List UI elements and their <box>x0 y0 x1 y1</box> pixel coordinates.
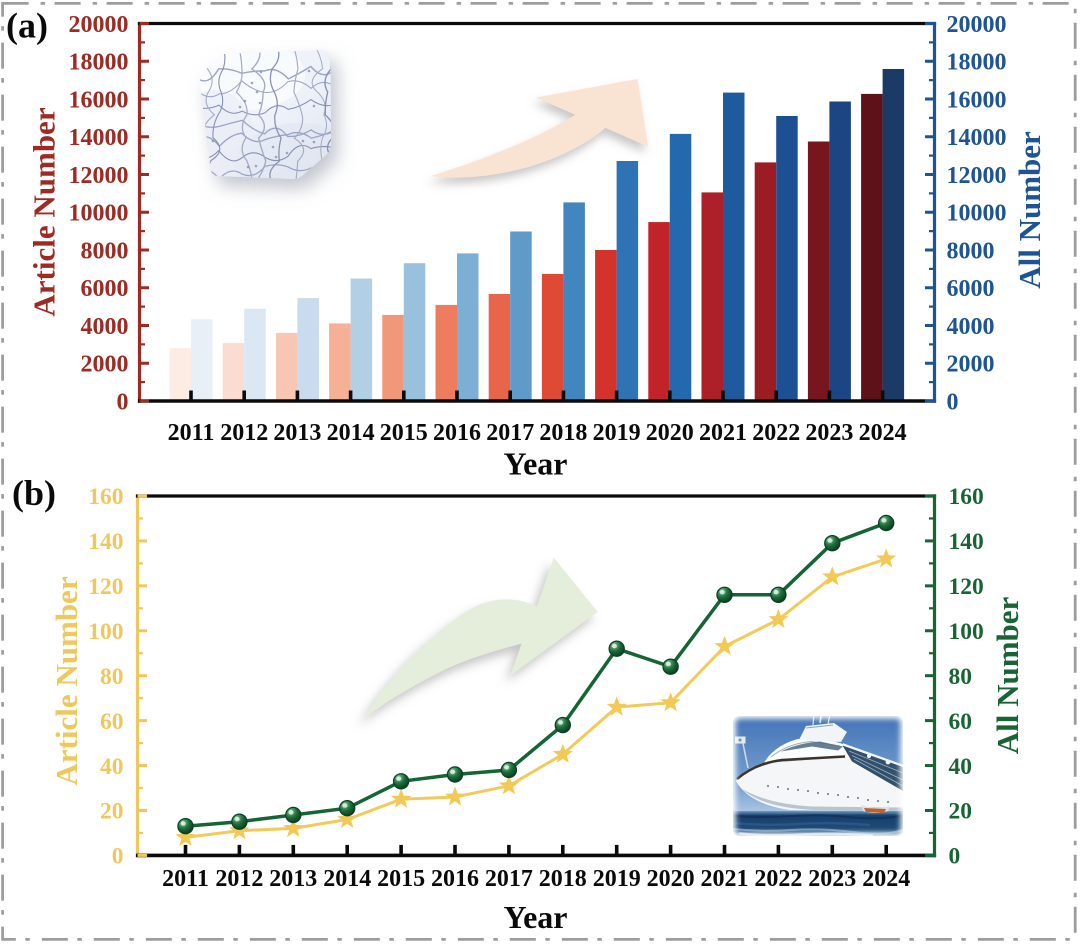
svg-text:12000: 12000 <box>947 163 1007 189</box>
svg-text:2017: 2017 <box>485 866 533 892</box>
svg-text:2020: 2020 <box>647 866 695 892</box>
svg-text:0: 0 <box>949 844 961 870</box>
svg-text:0: 0 <box>117 389 129 415</box>
svg-text:2022: 2022 <box>754 866 802 892</box>
svg-text:0: 0 <box>112 844 124 870</box>
svg-text:120: 120 <box>88 574 123 600</box>
svg-text:2019: 2019 <box>593 420 641 446</box>
svg-text:160: 160 <box>88 484 123 510</box>
svg-text:2018: 2018 <box>539 866 587 892</box>
svg-text:140: 140 <box>949 529 984 555</box>
svg-text:Year: Year <box>504 446 568 482</box>
svg-text:2000: 2000 <box>947 352 995 378</box>
svg-text:All Number: All Number <box>1012 131 1047 289</box>
svg-text:2020: 2020 <box>646 420 694 446</box>
svg-text:20000: 20000 <box>69 12 129 38</box>
svg-text:18000: 18000 <box>947 50 1007 76</box>
svg-text:2015: 2015 <box>377 866 425 892</box>
svg-text:2011: 2011 <box>168 420 215 446</box>
svg-text:14000: 14000 <box>69 125 129 151</box>
svg-text:2021: 2021 <box>701 866 749 892</box>
svg-text:2023: 2023 <box>808 866 856 892</box>
svg-text:2019: 2019 <box>593 866 641 892</box>
svg-text:8000: 8000 <box>947 238 995 264</box>
svg-text:12000: 12000 <box>69 163 129 189</box>
svg-text:2014: 2014 <box>327 420 375 446</box>
svg-text:All Number: All Number <box>990 596 1025 754</box>
svg-text:20000: 20000 <box>947 12 1007 38</box>
svg-text:0: 0 <box>947 389 959 415</box>
svg-text:2015: 2015 <box>380 420 428 446</box>
svg-text:2017: 2017 <box>486 420 534 446</box>
svg-text:2013: 2013 <box>273 420 321 446</box>
svg-text:40: 40 <box>949 754 973 780</box>
svg-text:Year: Year <box>504 899 568 935</box>
svg-text:14000: 14000 <box>947 125 1007 151</box>
svg-text:8000: 8000 <box>81 238 129 264</box>
svg-text:10000: 10000 <box>69 201 129 227</box>
svg-text:80: 80 <box>949 664 973 690</box>
svg-text:100: 100 <box>949 619 984 645</box>
svg-text:Article Number: Article Number <box>27 107 62 316</box>
svg-text:60: 60 <box>100 709 124 735</box>
svg-text:10000: 10000 <box>947 201 1007 227</box>
svg-text:2013: 2013 <box>269 866 317 892</box>
svg-text:2012: 2012 <box>215 866 263 892</box>
svg-text:2022: 2022 <box>752 420 800 446</box>
svg-text:2011: 2011 <box>162 866 209 892</box>
svg-text:80: 80 <box>100 664 124 690</box>
svg-text:40: 40 <box>100 754 124 780</box>
svg-text:4000: 4000 <box>81 314 129 340</box>
svg-text:2012: 2012 <box>220 420 268 446</box>
svg-text:2024: 2024 <box>862 866 910 892</box>
svg-text:2024: 2024 <box>859 420 907 446</box>
svg-text:100: 100 <box>88 619 123 645</box>
svg-text:20: 20 <box>100 799 124 825</box>
svg-text:4000: 4000 <box>947 314 995 340</box>
svg-text:2014: 2014 <box>323 866 371 892</box>
svg-text:(b): (b) <box>12 473 56 513</box>
svg-text:2023: 2023 <box>805 420 853 446</box>
svg-text:60: 60 <box>949 709 973 735</box>
svg-text:2018: 2018 <box>539 420 587 446</box>
svg-text:2016: 2016 <box>431 866 479 892</box>
svg-text:120: 120 <box>949 574 984 600</box>
svg-text:160: 160 <box>949 484 984 510</box>
svg-text:140: 140 <box>88 529 123 555</box>
svg-text:16000: 16000 <box>69 87 129 113</box>
svg-text:6000: 6000 <box>81 276 129 302</box>
svg-text:20: 20 <box>949 799 973 825</box>
svg-text:(a): (a) <box>6 5 48 45</box>
svg-text:16000: 16000 <box>947 87 1007 113</box>
svg-text:Article Number: Article Number <box>49 576 84 785</box>
svg-text:18000: 18000 <box>69 50 129 76</box>
svg-text:2000: 2000 <box>81 352 129 378</box>
svg-text:2021: 2021 <box>699 420 747 446</box>
svg-text:2016: 2016 <box>433 420 481 446</box>
svg-text:6000: 6000 <box>947 276 995 302</box>
